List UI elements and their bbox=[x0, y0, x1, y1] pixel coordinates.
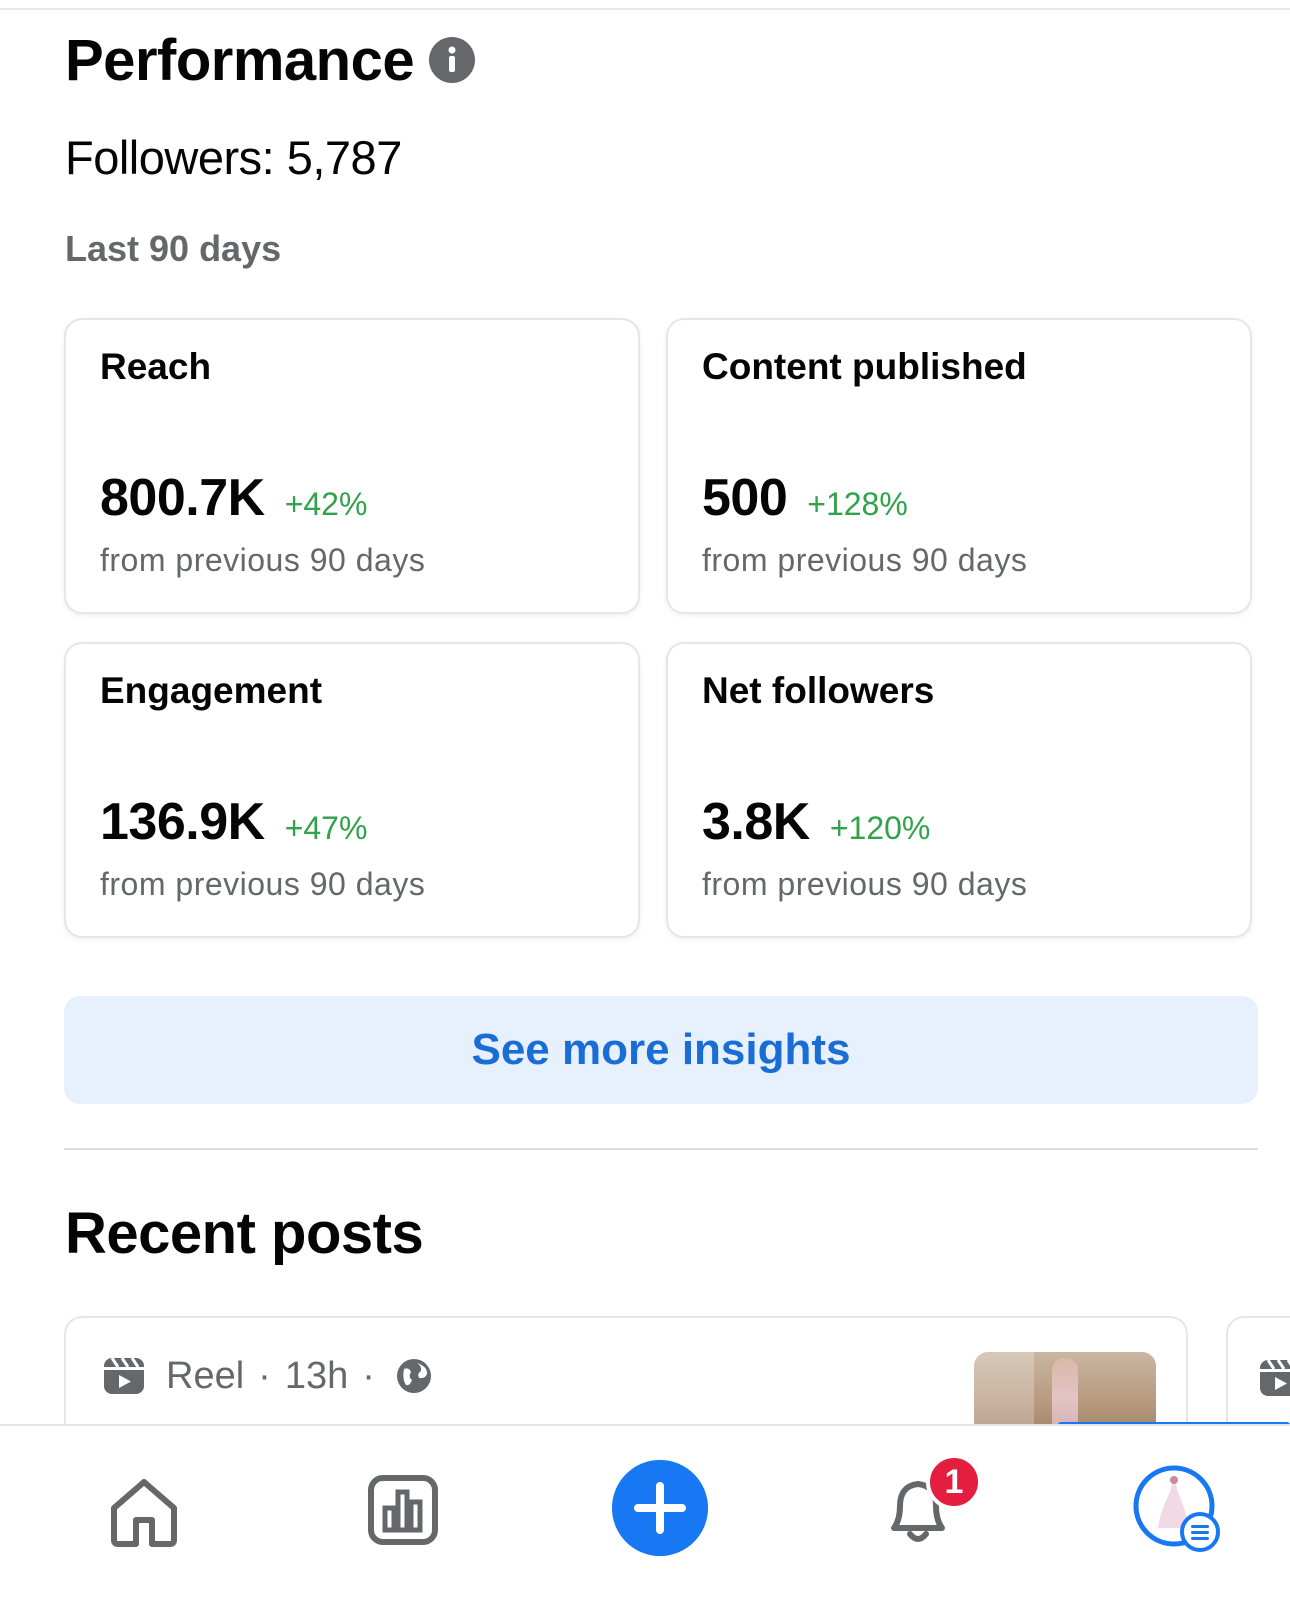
metric-delta: +120% bbox=[829, 810, 931, 846]
metric-value: 136.9K bbox=[100, 793, 265, 851]
metric-card-net-followers[interactable]: Net followers 3.8K +120% from previous 9… bbox=[666, 642, 1252, 938]
metric-subtitle: from previous 90 days bbox=[100, 866, 426, 902]
metric-delta: +42% bbox=[284, 486, 368, 522]
performance-title: Performance bbox=[65, 27, 415, 93]
metric-title: Content published bbox=[702, 346, 1027, 387]
metric-card-content-published[interactable]: Content published 500 +128% from previou… bbox=[666, 318, 1252, 614]
metric-card-engagement[interactable]: Engagement 136.9K +47% from previous 90 … bbox=[64, 642, 640, 938]
meta-separator: · bbox=[362, 1354, 375, 1397]
notifications-icon[interactable] bbox=[878, 1470, 958, 1550]
performance-header: Performance bbox=[65, 27, 476, 93]
notification-badge: 1 bbox=[926, 1454, 982, 1510]
post-type: Reel bbox=[166, 1354, 245, 1397]
see-more-insights-button[interactable]: See more insights bbox=[64, 996, 1258, 1104]
metric-delta: +128% bbox=[807, 486, 908, 522]
section-divider bbox=[64, 1148, 1258, 1150]
post-age: 13h bbox=[284, 1354, 349, 1397]
top-divider bbox=[0, 8, 1290, 10]
metric-subtitle: from previous 90 days bbox=[702, 542, 1028, 578]
reel-icon bbox=[104, 1357, 144, 1394]
create-icon[interactable] bbox=[612, 1460, 708, 1556]
bottom-navigation: 1 bbox=[0, 1424, 1290, 1608]
metric-title: Reach bbox=[100, 346, 212, 387]
followers-count: Followers: 5,787 bbox=[65, 131, 402, 184]
profile-avatar[interactable] bbox=[1130, 1462, 1226, 1558]
globe-icon bbox=[396, 1359, 431, 1393]
metric-value: 500 bbox=[702, 469, 788, 527]
metric-title: Net followers bbox=[702, 670, 935, 711]
reel-icon bbox=[1260, 1359, 1290, 1396]
info-icon[interactable] bbox=[428, 36, 476, 84]
metric-subtitle: from previous 90 days bbox=[100, 542, 426, 578]
metric-value: 3.8K bbox=[702, 793, 810, 851]
recent-posts-title: Recent posts bbox=[65, 1201, 424, 1266]
metric-delta: +47% bbox=[284, 810, 368, 846]
post-meta: Reel · 13h · bbox=[102, 1354, 433, 1398]
period-label: Last 90 days bbox=[65, 228, 282, 269]
meta-separator: · bbox=[258, 1354, 271, 1397]
metric-card-reach[interactable]: Reach 800.7K +42% from previous 90 days bbox=[64, 318, 640, 614]
insights-icon[interactable] bbox=[363, 1470, 443, 1550]
metric-value: 800.7K bbox=[100, 469, 265, 527]
metric-subtitle: from previous 90 days bbox=[702, 866, 1028, 902]
home-icon[interactable] bbox=[104, 1470, 184, 1550]
metric-title: Engagement bbox=[100, 670, 323, 711]
